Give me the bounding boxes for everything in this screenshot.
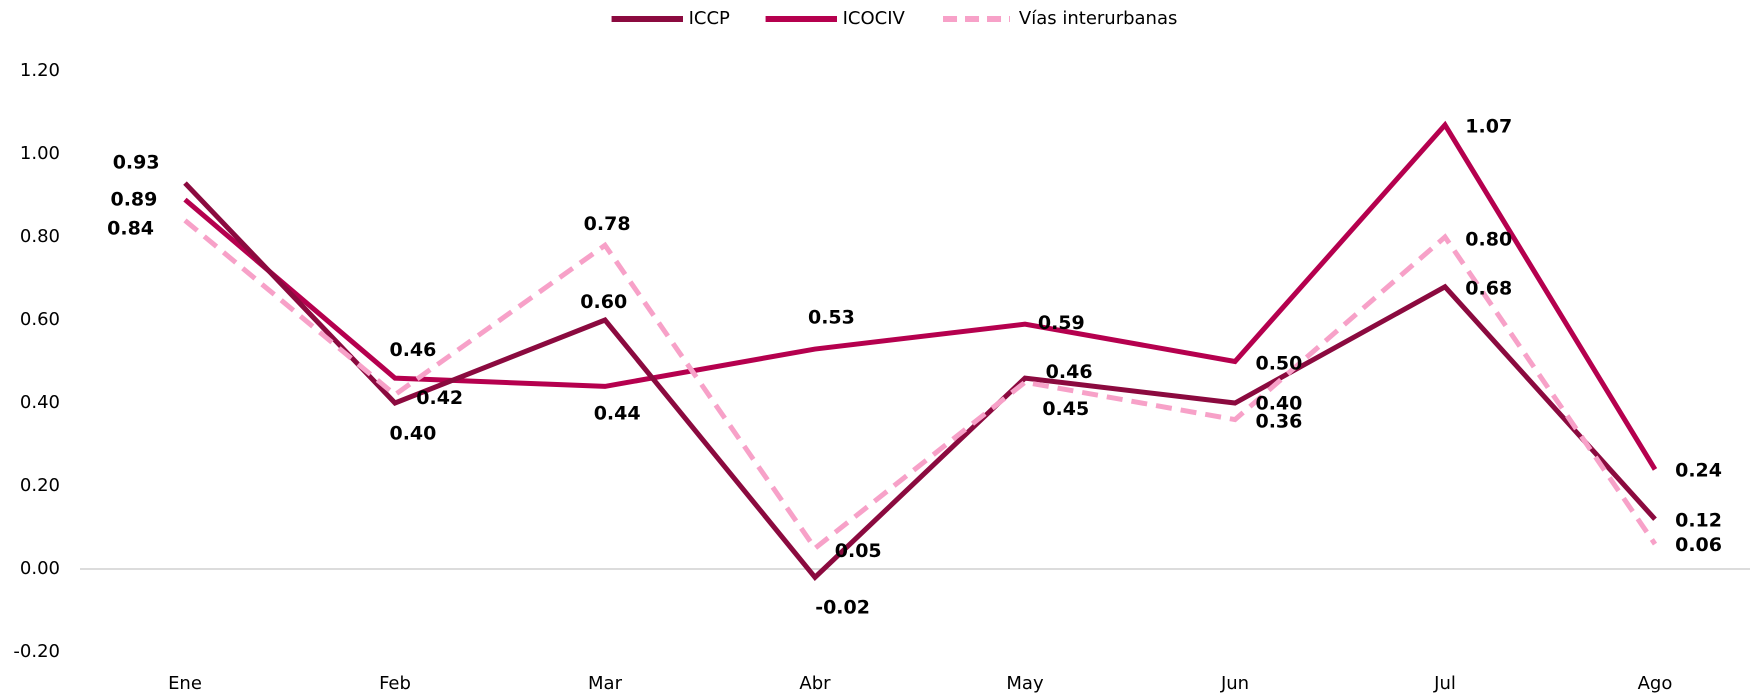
data-label: 0.40 <box>389 423 436 445</box>
data-label: 0.53 <box>808 307 855 329</box>
data-label: 0.46 <box>1046 361 1093 383</box>
x-tick-label: Mar <box>588 673 623 694</box>
data-label: -0.02 <box>815 597 870 619</box>
data-label: 0.24 <box>1675 459 1722 481</box>
legend-label: ICOCIV <box>843 8 906 29</box>
x-tick-label: Jun <box>1220 673 1249 694</box>
data-label: 0.80 <box>1465 228 1512 250</box>
data-label: 1.07 <box>1465 116 1512 138</box>
series-line <box>183 120 1658 471</box>
legend-label: Vías interurbanas <box>1019 8 1177 29</box>
series-line <box>183 181 1657 581</box>
data-label: 0.45 <box>1042 398 1089 420</box>
y-tick-label: -0.20 <box>13 641 60 662</box>
data-label: 0.40 <box>1255 392 1302 414</box>
y-tick-label: 0.20 <box>20 475 60 496</box>
data-label: 0.78 <box>584 213 631 235</box>
data-label: 0.50 <box>1255 352 1302 374</box>
x-tick-label: Jul <box>1433 673 1456 694</box>
data-label: 0.05 <box>835 540 882 562</box>
x-tick-label: Ago <box>1638 673 1673 694</box>
data-label: 0.46 <box>389 339 436 361</box>
data-label: 0.44 <box>594 403 641 425</box>
x-tick-label: Ene <box>168 673 202 694</box>
x-tick-label: Feb <box>379 673 411 694</box>
legend-label: ICCP <box>689 8 730 29</box>
y-tick-label: 0.60 <box>20 309 60 330</box>
y-tick-label: 0.00 <box>20 558 60 579</box>
series-line <box>183 218 1658 552</box>
data-label: 0.42 <box>416 387 463 409</box>
data-label: 0.89 <box>110 188 157 210</box>
data-label: 0.84 <box>107 217 154 239</box>
data-label: 0.60 <box>580 291 627 313</box>
data-label: 0.68 <box>1465 278 1512 300</box>
y-tick-label: 1.00 <box>20 143 60 164</box>
data-label: 0.36 <box>1255 410 1302 432</box>
data-label: 0.06 <box>1675 534 1722 556</box>
y-tick-label: 1.20 <box>20 60 60 81</box>
data-label: 0.59 <box>1038 312 1085 334</box>
data-label: 0.93 <box>113 151 160 173</box>
x-tick-label: May <box>1006 673 1044 694</box>
y-tick-label: 0.40 <box>20 392 60 413</box>
x-tick-label: Abr <box>799 673 831 694</box>
data-label: 0.12 <box>1675 510 1722 532</box>
y-tick-label: 0.80 <box>20 226 60 247</box>
